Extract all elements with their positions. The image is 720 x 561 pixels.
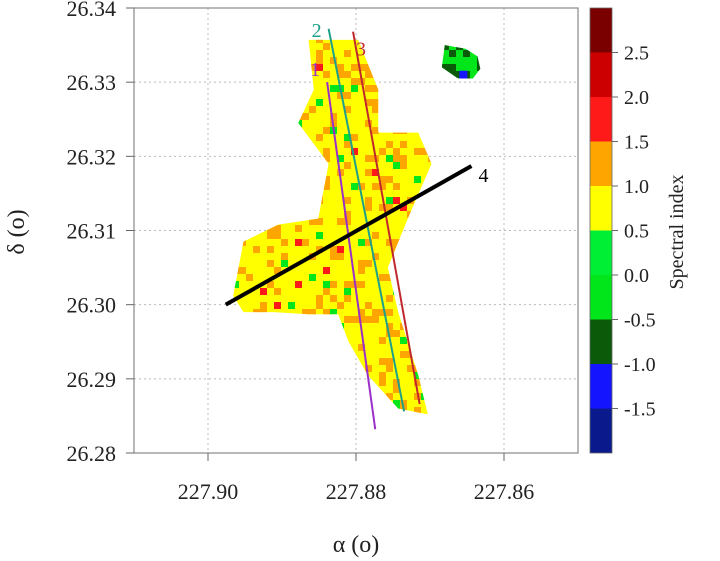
x-tick-label: 227.88 bbox=[326, 479, 387, 504]
colorbar-bin bbox=[590, 230, 612, 275]
y-tick-label: 26.34 bbox=[67, 0, 117, 21]
colorbar-bin bbox=[590, 408, 612, 453]
colorbar-bin bbox=[590, 52, 612, 97]
x-tick-label: 227.90 bbox=[178, 479, 239, 504]
cut-line-1 bbox=[326, 82, 377, 430]
colorbar-tick-label: 1.5 bbox=[624, 132, 649, 154]
y-tick-label: 26.31 bbox=[67, 219, 117, 244]
cut-line-labels: 1 2 3 4 bbox=[310, 20, 488, 187]
colorbar-bin bbox=[590, 141, 612, 186]
cut-lines bbox=[224, 28, 473, 430]
colorbar-tick-label: 1.0 bbox=[624, 176, 649, 198]
cut-line-label-4: 4 bbox=[478, 165, 488, 187]
colorbar-bin bbox=[590, 364, 612, 409]
cut-line-2 bbox=[327, 28, 406, 412]
colorbar-bin bbox=[590, 319, 612, 364]
colorbar-tick-label: 2.0 bbox=[624, 87, 649, 109]
cut-line-3 bbox=[352, 31, 421, 405]
source-region bbox=[233, 39, 432, 415]
colorbar-bin bbox=[590, 8, 612, 53]
colorbar-bin bbox=[590, 186, 612, 231]
colorbar-tick-label: -0.5 bbox=[624, 310, 656, 332]
colorbar-tick-label: 0.0 bbox=[624, 265, 649, 287]
y-tick-label: 26.30 bbox=[67, 293, 117, 318]
colorbar-bin bbox=[590, 275, 612, 320]
colorbar-tick-label: 0.5 bbox=[624, 221, 649, 243]
cut-line-label-2: 2 bbox=[312, 20, 322, 42]
y-tick-label: 26.29 bbox=[67, 367, 117, 392]
colorbar-tick-label: -1.5 bbox=[624, 399, 656, 421]
colorbar-tick-label: 2.5 bbox=[624, 43, 649, 65]
blue-pixel bbox=[459, 70, 468, 79]
colorbar-bin bbox=[590, 97, 612, 142]
colorbar-label: Spectral index bbox=[666, 175, 688, 290]
colorbar-ticks: 2.5 2.0 1.5 1.0 0.5 0.0 -0.5 -1.0 -1.5 bbox=[612, 43, 656, 421]
y-axis-label: δ (o) bbox=[4, 209, 30, 254]
x-ticks: 227.90 227.88 227.86 bbox=[178, 453, 535, 504]
cut-line-4 bbox=[224, 164, 473, 307]
colorbar-tick-label: -1.0 bbox=[624, 354, 656, 376]
x-tick-label: 227.86 bbox=[474, 479, 535, 504]
y-tick-label: 26.33 bbox=[67, 70, 117, 95]
cut-line-label-3: 3 bbox=[356, 39, 366, 61]
y-tick-label: 26.28 bbox=[67, 441, 117, 466]
x-axis-label: α (o) bbox=[333, 532, 380, 558]
y-ticks: 26.28 26.29 26.30 26.31 26.32 26.33 26.34 bbox=[67, 0, 134, 466]
colorbar bbox=[589, 7, 613, 454]
cut-line-label-1: 1 bbox=[310, 59, 320, 81]
y-tick-label: 26.32 bbox=[67, 144, 117, 169]
